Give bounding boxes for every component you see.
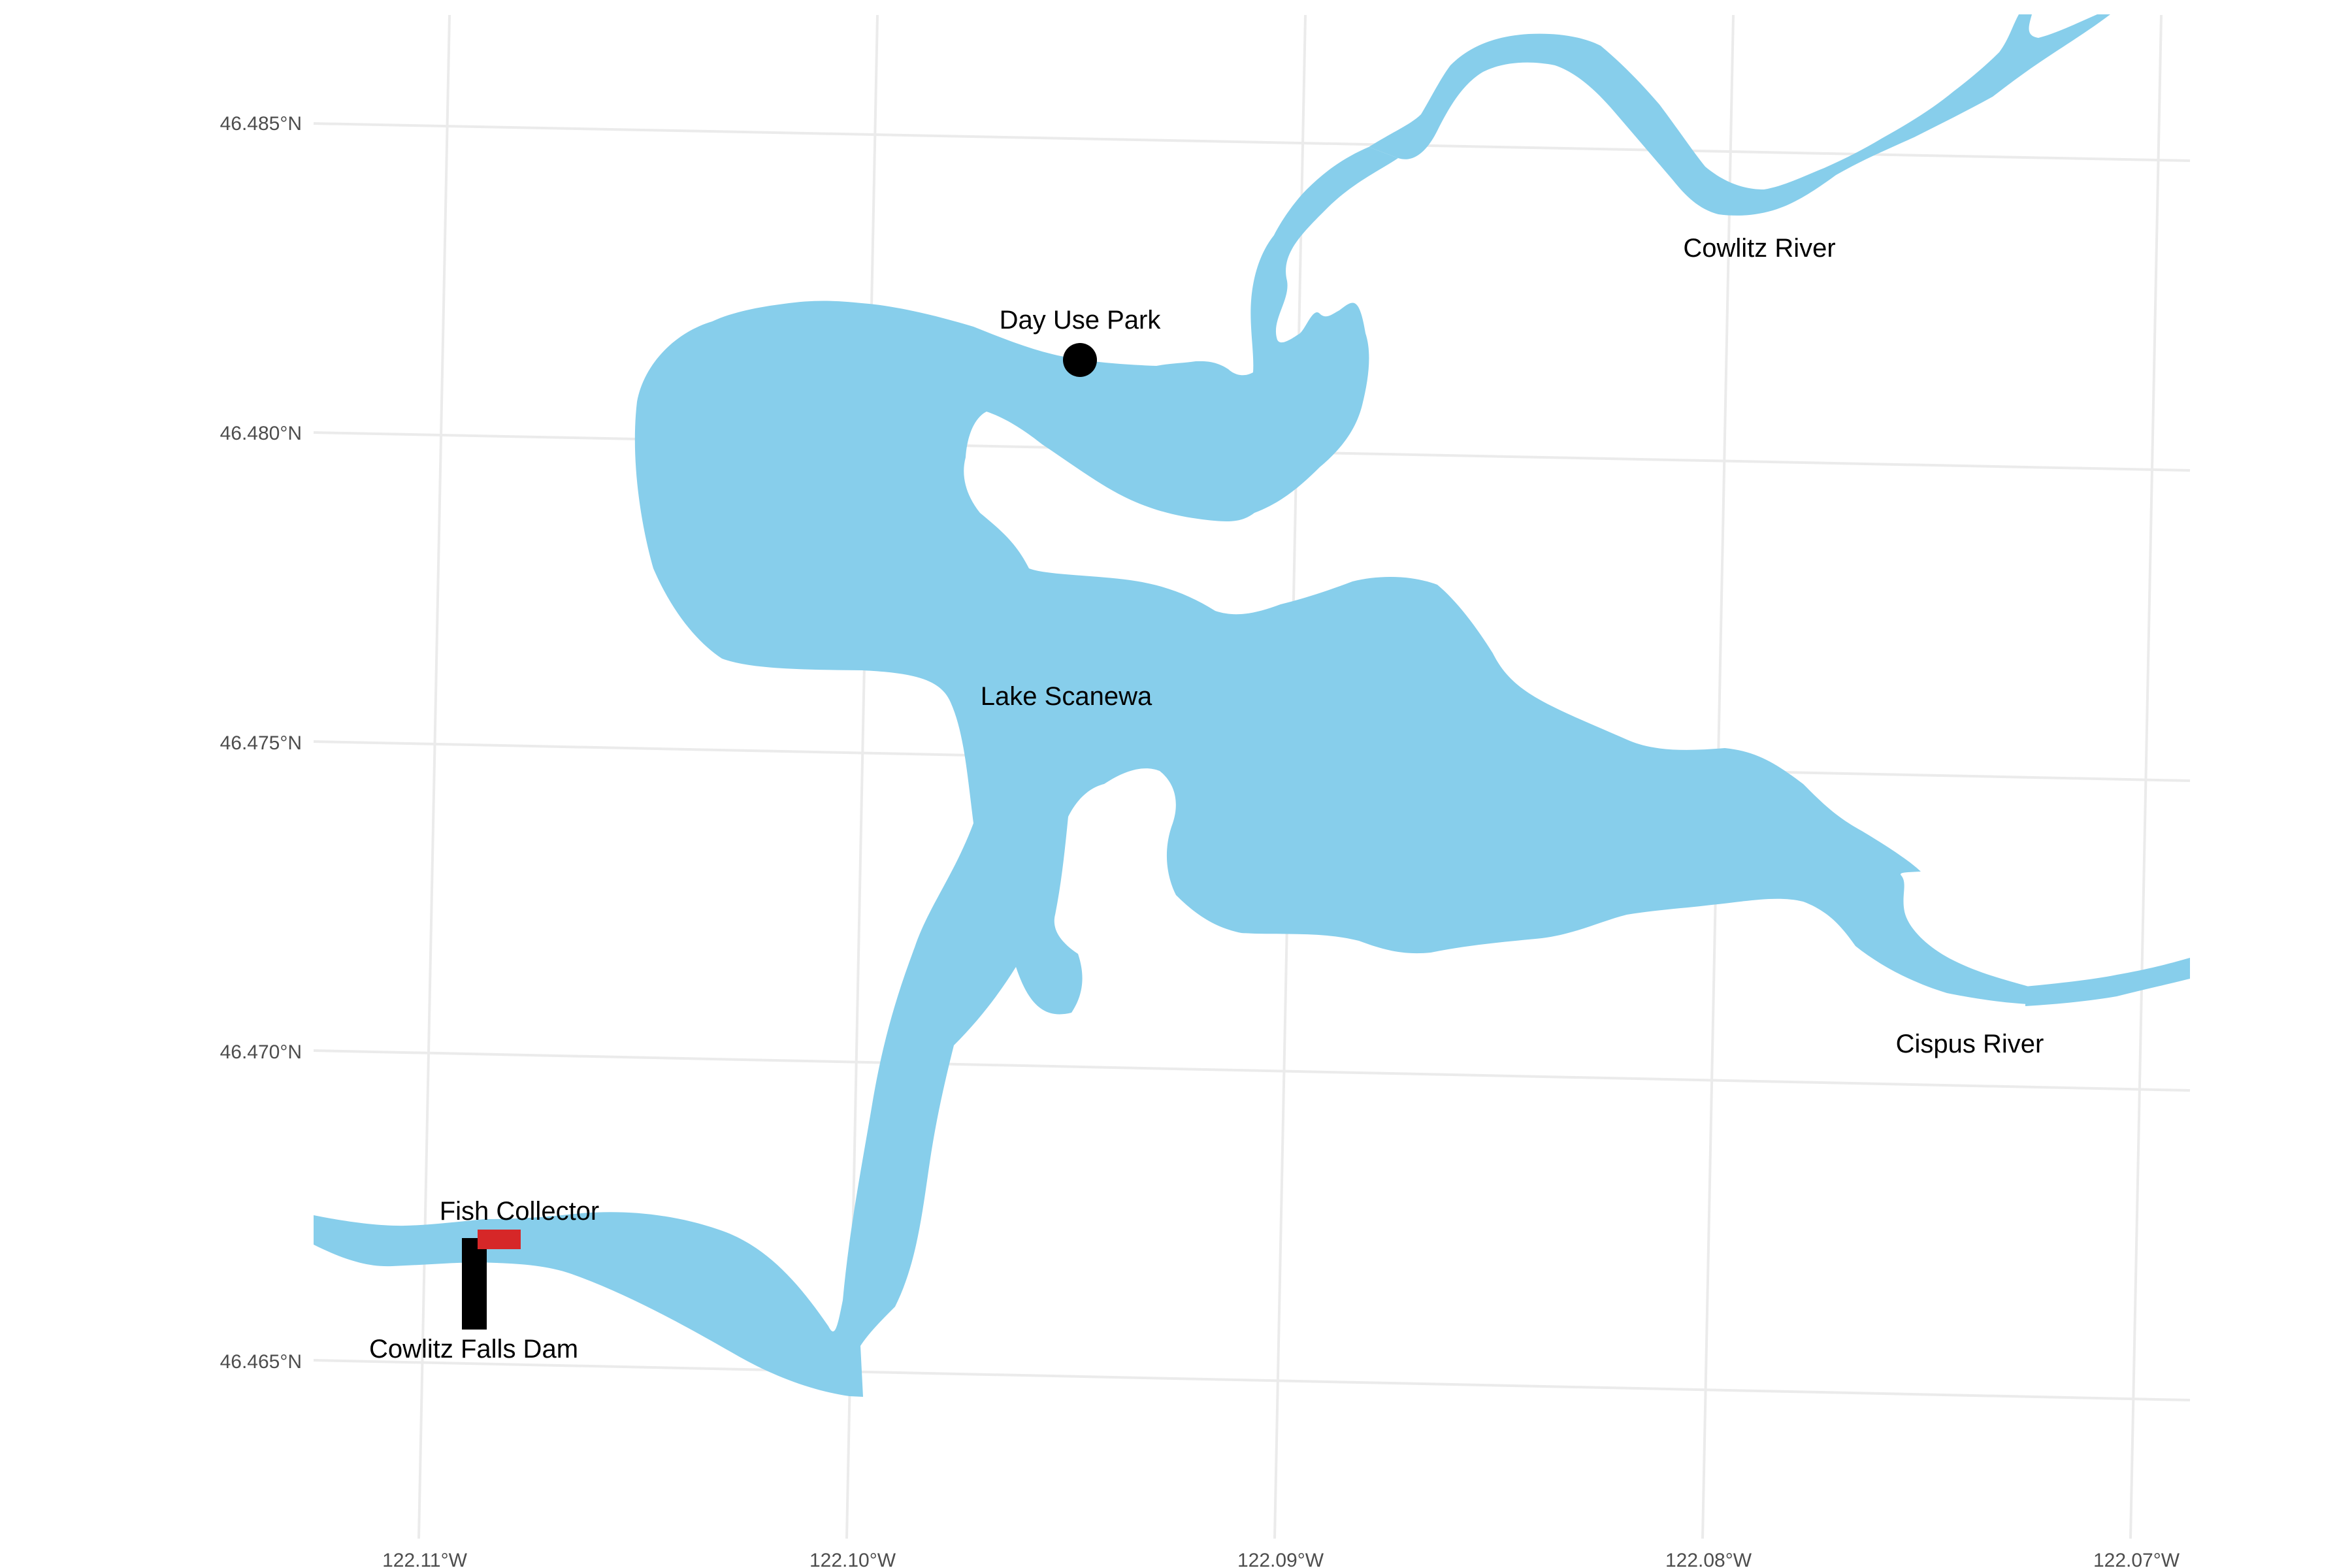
day-use-park-marker: [1063, 343, 1097, 377]
cowlitz-falls-dam-marker: [462, 1238, 487, 1330]
cowlitz-river-shape: [1369, 14, 2110, 216]
x-axis-labels: 122.11°W 122.10°W 122.09°W 122.08°W 122.…: [382, 1550, 2180, 1568]
x-tick-4: 122.07°W: [2093, 1550, 2180, 1568]
label-lake-scanewa: Lake Scanewa: [981, 682, 1152, 711]
x-tick-2: 122.09°W: [1237, 1550, 1324, 1568]
y-tick-0: 46.485°N: [220, 113, 302, 135]
label-cowlitz-river: Cowlitz River: [1683, 234, 1835, 263]
label-cispus-river: Cispus River: [1896, 1030, 2044, 1058]
x-tick-0: 122.11°W: [382, 1550, 468, 1568]
x-tick-1: 122.10°W: [809, 1550, 896, 1568]
y-tick-3: 46.470°N: [220, 1041, 302, 1063]
grid-lon-122.07: [2129, 14, 2163, 1539]
water: [314, 14, 2190, 1397]
y-tick-4: 46.465°N: [220, 1351, 302, 1373]
x-tick-3: 122.08°W: [1665, 1550, 1752, 1568]
feature-labels: Cowlitz River Day Use Park Lake Scanewa …: [369, 234, 2044, 1364]
label-fish-collector: Fish Collector: [440, 1197, 600, 1226]
grid-lat-46.465: [313, 1359, 2191, 1401]
y-axis-labels: 46.485°N 46.480°N 46.475°N 46.470°N 46.4…: [220, 113, 302, 1373]
lake-scanewa-shape: [480, 147, 2029, 1397]
grid-lat-46.485: [313, 122, 2191, 162]
y-tick-2: 46.475°N: [220, 732, 302, 754]
cowlitz-outflow-shape: [314, 1215, 485, 1267]
fish-collector-marker: [478, 1230, 521, 1249]
grid-lat-46.470: [313, 1049, 2191, 1092]
cispus-river-shape: [2025, 958, 2190, 1006]
grid-lon-122.11: [417, 14, 451, 1539]
label-cowlitz-falls-dam: Cowlitz Falls Dam: [369, 1335, 578, 1364]
label-day-use-park: Day Use Park: [1000, 306, 1162, 335]
y-tick-1: 46.480°N: [220, 423, 302, 444]
